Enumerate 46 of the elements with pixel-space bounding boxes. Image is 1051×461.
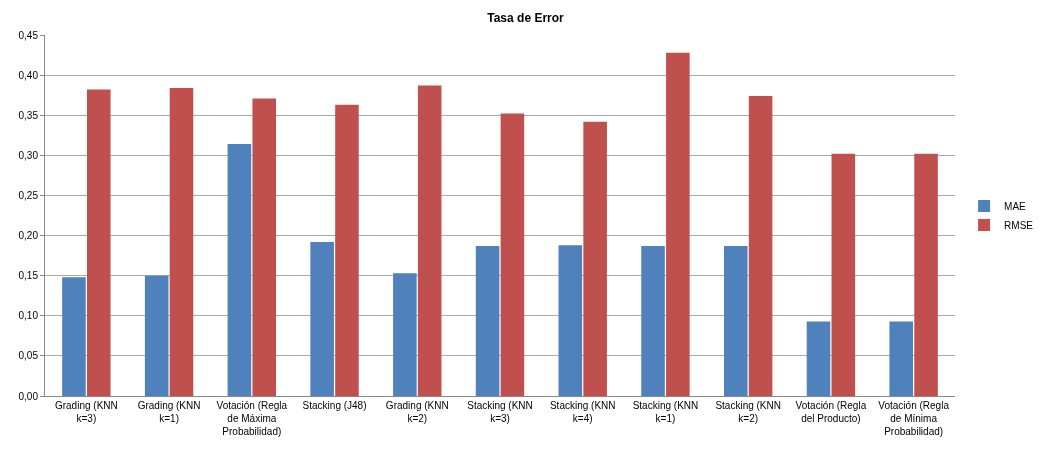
bar xyxy=(252,98,277,396)
y-tick-label: 0,00 xyxy=(18,390,39,402)
y-tick-label: 0,10 xyxy=(18,310,39,322)
y-tick-label: 0,20 xyxy=(18,230,39,242)
x-tick-label: Grading (KNN k=3) xyxy=(54,400,118,424)
bar xyxy=(310,241,334,396)
x-tick-label: Stacking (KNN k=4) xyxy=(549,400,616,424)
x-tick-label: Stacking (KNN k=2) xyxy=(715,400,781,424)
legend-label: MAE xyxy=(1004,200,1027,212)
bar xyxy=(806,321,831,396)
y-tick-label: 0,15 xyxy=(18,270,39,282)
x-tick-label: Votación (Regla de Máxima Probabilidad) xyxy=(216,400,288,437)
bar xyxy=(558,245,583,396)
bar xyxy=(62,277,86,396)
y-tick-label: 0,30 xyxy=(18,149,39,161)
bar xyxy=(831,153,856,396)
bar xyxy=(335,104,359,396)
bar xyxy=(500,113,525,396)
bar xyxy=(748,95,773,396)
bar xyxy=(169,87,194,396)
y-tick-label: 0,35 xyxy=(18,109,39,121)
bar xyxy=(86,89,111,396)
bar xyxy=(666,52,690,396)
x-tick-label: Stacking (J48) xyxy=(302,400,367,411)
y-tick-label: 0,45 xyxy=(18,29,39,41)
bar xyxy=(641,245,665,396)
x-tick-label: Grading (KNN k=2) xyxy=(385,400,449,424)
x-tick-label: Votación (Regla del Producto) xyxy=(795,400,867,424)
y-tick-label: 0,05 xyxy=(18,350,39,362)
bar xyxy=(723,245,748,396)
bar xyxy=(393,273,417,396)
x-tick-label: Votación (Regla de Mínima Probabilidad) xyxy=(878,400,950,437)
bar xyxy=(475,245,500,396)
x-tick-label: Stacking (KNN k=1) xyxy=(632,400,699,424)
x-tick-label: Grading (KNN k=1) xyxy=(137,400,201,424)
bar xyxy=(227,144,252,396)
bar xyxy=(417,85,442,396)
y-tick-label: 0,40 xyxy=(18,69,39,81)
bar xyxy=(583,121,607,396)
y-tick-label: 0,25 xyxy=(18,189,39,201)
bar xyxy=(914,153,938,396)
bar xyxy=(144,275,169,396)
chart-title: Tasa de Error xyxy=(487,11,565,26)
legend-label: RMSE xyxy=(1004,219,1034,231)
bar xyxy=(889,321,914,396)
x-tick-label: Stacking (KNN k=3) xyxy=(467,400,533,424)
